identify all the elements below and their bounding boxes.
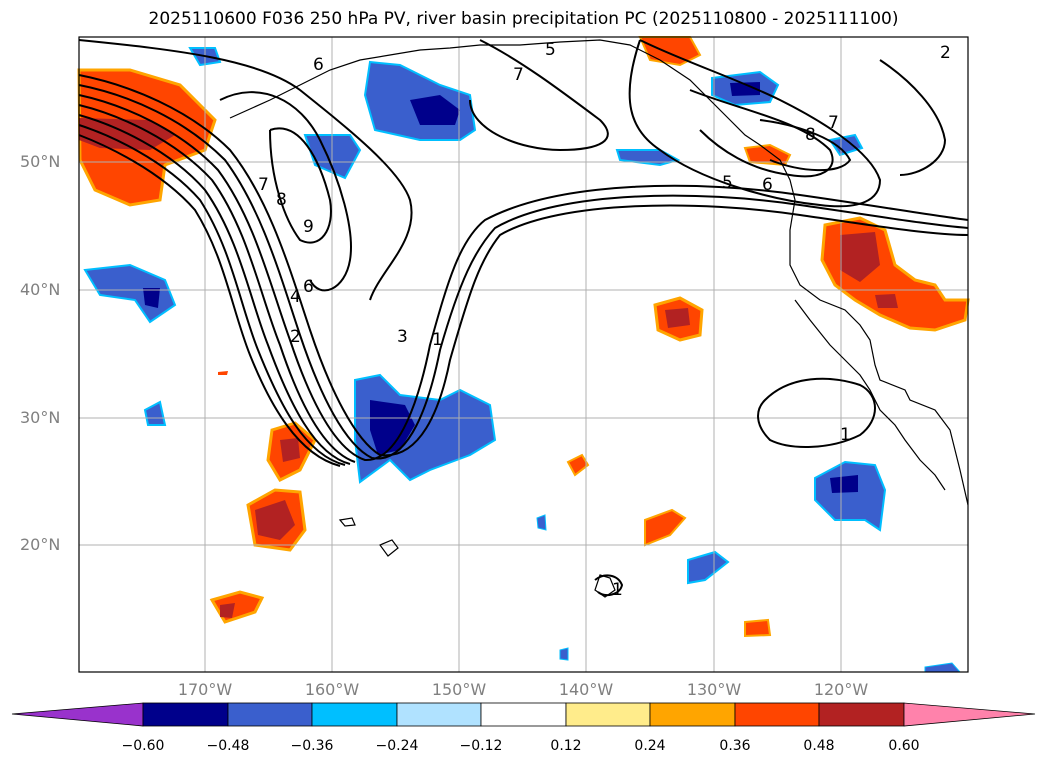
contour-label: 5	[722, 173, 733, 193]
precip-positive-region	[743, 143, 792, 167]
colorbar-tick: −0.24	[375, 738, 419, 754]
contour-label: 7	[258, 175, 269, 195]
colorbar-cell	[565, 702, 651, 727]
colorbar-tick: 0.48	[803, 738, 835, 754]
precip-negative-region	[615, 149, 681, 167]
precip-negative-region	[828, 133, 864, 157]
lon-label: 150°W	[431, 680, 487, 699]
contour-label: 1	[840, 425, 851, 445]
precip-positive-region	[644, 508, 687, 547]
precip-negative-region	[924, 662, 962, 673]
precip-negative-region	[687, 550, 730, 585]
contour-label: 7	[513, 65, 524, 85]
plot-title: 2025110600 F036 250 hPa PV, river basin …	[148, 9, 899, 29]
precip-strong-region	[255, 500, 295, 540]
precip-negative-region	[536, 514, 547, 531]
colorbar-cell	[11, 702, 144, 727]
precip-strong-region	[280, 438, 300, 462]
lon-label: 140°W	[558, 680, 614, 699]
precip-negative-region	[559, 647, 569, 661]
lon-label: 160°W	[304, 680, 360, 699]
precip-positive-region	[209, 590, 265, 624]
precip-positive-region	[744, 618, 772, 638]
pv-contours	[78, 39, 969, 597]
colorbar-cell	[311, 702, 398, 727]
colorbar-tick: 0.36	[719, 738, 751, 754]
contour-label: 6	[313, 55, 324, 75]
contour-label: 2	[940, 43, 951, 63]
lat-label: 50°N	[20, 152, 61, 171]
colorbar-cell	[734, 702, 820, 727]
colorbar-tick: 0.60	[888, 738, 920, 754]
colorbar-tick: 0.24	[634, 738, 666, 754]
colorbar	[11, 702, 1036, 727]
colorbar-cell	[142, 702, 229, 727]
contour-label: 4	[290, 287, 301, 307]
contour-label: 2	[290, 327, 301, 347]
map-frame	[78, 36, 969, 673]
precip-strong-negative	[830, 475, 858, 493]
contour-label: 1	[612, 580, 623, 600]
contour-label: 6	[303, 277, 314, 297]
precip-negative-region	[83, 263, 177, 324]
contour-label: 5	[545, 40, 556, 60]
contour-label: 8	[805, 125, 816, 145]
precip-strong-negative	[143, 288, 160, 308]
precip-negative-region	[143, 400, 167, 426]
precip-positive-region	[566, 453, 590, 477]
lat-label: 20°N	[20, 535, 61, 554]
graticule	[79, 37, 968, 672]
precip-strong-region	[840, 232, 880, 282]
lon-label: 170°W	[177, 680, 233, 699]
precip-strong-negative	[370, 400, 415, 455]
lon-label: 120°W	[813, 680, 869, 699]
lat-label: 30°N	[20, 408, 61, 427]
precip-strong-negative	[410, 95, 460, 125]
colorbar-cell	[396, 702, 482, 727]
contour-label: 3	[397, 327, 408, 347]
colorbar-tick: −0.48	[206, 738, 250, 754]
colorbar-cell	[480, 702, 567, 727]
colorbar-cell	[227, 702, 313, 727]
lat-label: 40°N	[20, 280, 61, 299]
precip-strong-region	[220, 603, 235, 618]
precip-positive-region	[638, 36, 702, 67]
precip-strong-region	[665, 308, 690, 328]
colorbar-tick: −0.36	[290, 738, 334, 754]
contour-label: 8	[276, 190, 287, 210]
contour-label-group: 5 7 6 7 8 9 6 4 2 3 1 5 6 8 7 1 1 2	[258, 40, 951, 600]
precip-strong-negative	[730, 82, 760, 96]
contour-label: 6	[762, 175, 773, 195]
precip-positive-region	[218, 371, 228, 375]
colorbar-cell	[818, 702, 905, 727]
colorbar-tick: −0.12	[459, 738, 503, 754]
contour-label: 9	[303, 217, 314, 237]
precip-negative-region	[814, 460, 887, 532]
colorbar-tick: 0.12	[550, 738, 582, 754]
lon-label: 130°W	[686, 680, 742, 699]
precip-strong-region	[875, 294, 898, 308]
colorbar-cell	[649, 702, 736, 727]
contour-label: 7	[828, 113, 839, 133]
colorbar-tick: −0.60	[121, 738, 165, 754]
colorbar-cell	[903, 702, 1036, 727]
coastlines	[229, 39, 969, 598]
contour-label: 1	[432, 330, 443, 350]
